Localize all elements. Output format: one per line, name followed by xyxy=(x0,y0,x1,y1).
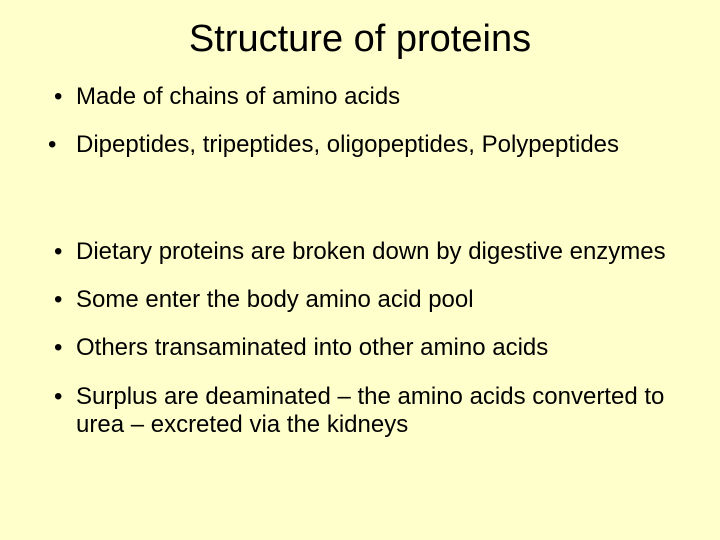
bullet-text: Made of chains of amino acids xyxy=(76,83,672,111)
list-item: • Dipeptides, tripeptides, oligopeptides… xyxy=(48,131,672,159)
bullet-text: Surplus are deaminated – the amino acids… xyxy=(76,383,672,440)
bullet-list: • Made of chains of amino acids • Dipept… xyxy=(48,83,672,439)
list-item: • Others transaminated into other amino … xyxy=(48,334,672,362)
spacer xyxy=(48,111,672,131)
bullet-text: Others transaminated into other amino ac… xyxy=(76,334,672,362)
bullet-icon: • xyxy=(48,238,76,266)
spacer xyxy=(48,363,672,383)
slide-title: Structure of proteins xyxy=(48,18,672,61)
bullet-icon: • xyxy=(48,131,76,159)
spacer xyxy=(48,160,672,238)
bullet-icon: • xyxy=(48,286,76,314)
list-item: • Dietary proteins are broken down by di… xyxy=(48,238,672,266)
list-item: • Surplus are deaminated – the amino aci… xyxy=(48,383,672,440)
bullet-text: Dietary proteins are broken down by dige… xyxy=(76,238,672,266)
bullet-icon: • xyxy=(48,83,76,111)
bullet-icon: • xyxy=(48,383,76,411)
bullet-text: Dipeptides, tripeptides, oligopeptides, … xyxy=(76,131,672,159)
list-item: • Made of chains of amino acids xyxy=(48,83,672,111)
slide: Structure of proteins • Made of chains o… xyxy=(0,0,720,540)
spacer xyxy=(48,314,672,334)
bullet-text: Some enter the body amino acid pool xyxy=(76,286,672,314)
list-item: • Some enter the body amino acid pool xyxy=(48,286,672,314)
spacer xyxy=(48,266,672,286)
bullet-icon: • xyxy=(48,334,76,362)
